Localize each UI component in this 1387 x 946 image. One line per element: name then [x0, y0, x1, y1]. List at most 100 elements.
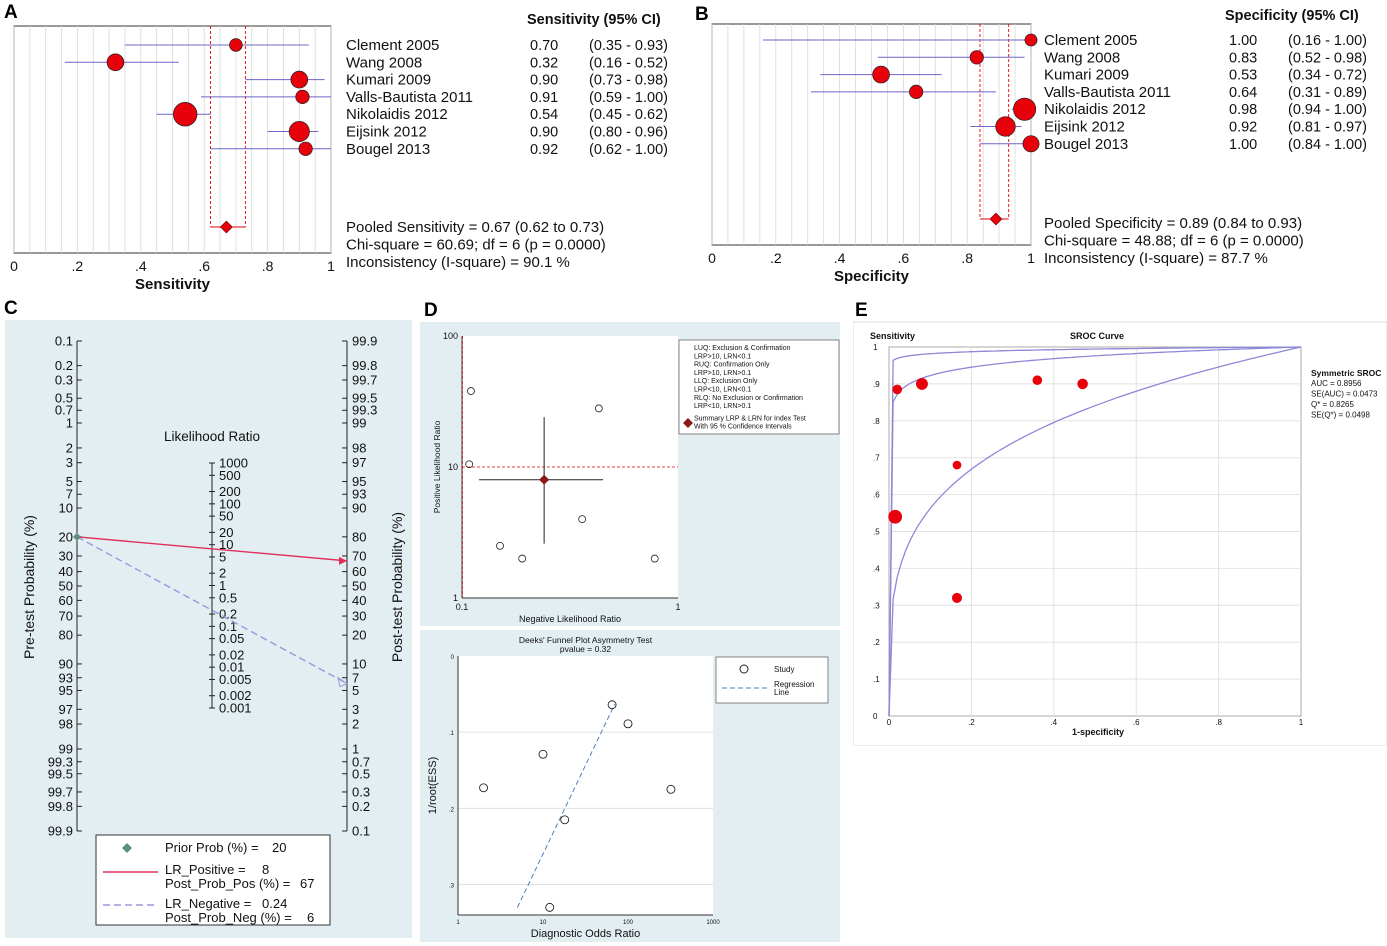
- y-tick-label: .2: [873, 638, 880, 647]
- study-point: [995, 116, 1016, 137]
- pretest-tick-label: 0.5: [55, 391, 73, 406]
- lr-tick-label: 1000: [219, 456, 248, 471]
- y-tick-label: .9: [873, 380, 880, 389]
- pretest-tick-label: 99.9: [48, 824, 73, 839]
- pretest-tick-label: 97: [59, 702, 73, 717]
- lr-tick-label: 200: [219, 484, 241, 499]
- pretest-tick-label: 3: [66, 455, 73, 470]
- study-estimate: 0.98: [1229, 102, 1257, 118]
- legend-entry: With 95 % Confidence Intervals: [694, 424, 792, 431]
- legend-box: [715, 656, 829, 704]
- x-tick-label: .6: [898, 250, 910, 266]
- study-point: [623, 719, 633, 729]
- posttest-tick-label: 99.3: [352, 403, 377, 418]
- posttest-tick-label: 5: [352, 683, 359, 698]
- study-ci: (0.31 - 0.89): [1288, 85, 1367, 101]
- study-point: [538, 749, 548, 759]
- pretest-tick-label: 40: [59, 564, 73, 579]
- study-point: [295, 89, 310, 104]
- lr-tick-label: 0.01: [219, 660, 244, 675]
- lr-axis-title: Likelihood Ratio: [164, 429, 260, 444]
- x-tick-label: .2: [72, 258, 84, 274]
- x-axis-title: Diagnostic Odds Ratio: [531, 928, 640, 940]
- column-header: Sensitivity (95% CI): [527, 12, 661, 28]
- chart-subtitle: pvalue = 0.32: [560, 644, 612, 654]
- study-estimate: 0.90: [530, 125, 558, 141]
- x-tick-label: 0.1: [456, 602, 469, 612]
- x-tick-label: 1: [327, 258, 335, 274]
- legend-prior-marker: [122, 843, 132, 853]
- pretest-tick-label: 2: [66, 440, 73, 455]
- pretest-tick-label: 0.1: [55, 334, 73, 349]
- x-tick-label: .8: [262, 258, 274, 274]
- posttest-tick-label: 3: [352, 702, 359, 717]
- legend-postneg-value: 6: [307, 910, 314, 925]
- study-point: [467, 387, 475, 395]
- legend-lrneg-label: LR_Negative =: [165, 896, 251, 911]
- legend-postpos-value: 67: [300, 876, 314, 891]
- deeks-funnel-plot: Deeks' Funnel Plot Asymmetry Testpvalue …: [420, 630, 840, 942]
- lr-tick-label: 100: [219, 496, 241, 511]
- pretest-tick-label: 50: [59, 579, 73, 594]
- study-point: [496, 541, 504, 550]
- study-name: Eijsink 2012: [346, 124, 427, 141]
- study-ci: (0.45 - 0.62): [589, 107, 668, 123]
- lr-tick-label: 0.2: [219, 607, 237, 622]
- summary-text: Pooled Sensitivity = 0.67 (0.62 to 0.73): [346, 219, 604, 236]
- x-tick-label: 0: [10, 258, 18, 274]
- y-tick-label: .2: [449, 807, 455, 813]
- panel-label-b: B: [695, 4, 709, 25]
- study-point: [607, 700, 617, 710]
- y-tick-label: 0: [451, 655, 455, 661]
- study-point: [650, 554, 659, 563]
- sroc-curve-upper: [888, 346, 1301, 717]
- study-ci: (0.34 - 0.72): [1288, 68, 1367, 84]
- x-tick-label: 1: [675, 602, 680, 612]
- study-point: [288, 121, 310, 142]
- posttest-tick-label: 60: [352, 564, 366, 579]
- lr-tick-label: 500: [219, 468, 241, 483]
- lr-tick-label: 0.1: [219, 619, 237, 634]
- y-axis-title: 1/root(ESS): [427, 757, 439, 814]
- regression-line: [516, 703, 616, 908]
- lr-positive-arrowhead: [339, 556, 347, 565]
- posttest-tick-label: 30: [352, 609, 366, 624]
- x-axis-title: Negative Likelihood Ratio: [519, 614, 621, 624]
- legend-lrpos-value: 8: [262, 862, 269, 877]
- posttest-tick-label: 20: [352, 628, 366, 643]
- study-estimate: 0.32: [530, 55, 558, 71]
- study-point: [888, 509, 903, 524]
- forest-plot-sensitivity: Clement 2005 0.70 (0.35 - 0.93) Wang 2008 0.…: [10, 12, 668, 293]
- posttest-tick-label: 90: [352, 501, 366, 516]
- x-axis-title: Sensitivity: [135, 276, 211, 293]
- pretest-tick-label: 0.7: [55, 403, 73, 418]
- posttest-tick-label: 0.3: [352, 784, 370, 799]
- legend-entry: LRP<10, LRN<0.1: [694, 387, 751, 394]
- study-point: [106, 53, 125, 72]
- summary-text: Chi-square = 48.88; df = 6 (p = 0.0000): [1044, 233, 1304, 250]
- pretest-tick-label: 7: [66, 487, 73, 502]
- study-ci: (0.16 - 0.52): [589, 55, 668, 71]
- posttest-tick-label: 99.5: [352, 391, 377, 406]
- study-name: Nikolaidis 2012: [1044, 101, 1146, 118]
- study-name: Valls-Bautista 2011: [346, 89, 473, 106]
- lr-negative-arrowhead: [337, 676, 349, 688]
- y-axis-title: Positive Likelihood Ratio: [432, 420, 442, 513]
- legend-study-label: Study: [774, 665, 794, 674]
- y-tick-label: 0: [873, 712, 878, 721]
- column-header: Specificity (95% CI): [1225, 8, 1359, 24]
- posttest-tick-label: 93: [352, 487, 366, 502]
- auc-stat: Q* = 0.8265: [1311, 400, 1354, 409]
- study-point: [172, 102, 198, 127]
- y-tick-label: 10: [448, 462, 458, 472]
- legend-entry: RUQ: Confirmation Only: [694, 362, 770, 369]
- study-point: [518, 554, 527, 563]
- y-axis-title: Sensitivity: [870, 331, 915, 341]
- study-point: [1077, 378, 1088, 390]
- study-point: [298, 141, 313, 156]
- auc-stat: SE(Q*) = 0.0498: [1311, 411, 1370, 420]
- y-tick-label: .8: [873, 417, 880, 426]
- lr-tick-label: 0.001: [219, 701, 252, 716]
